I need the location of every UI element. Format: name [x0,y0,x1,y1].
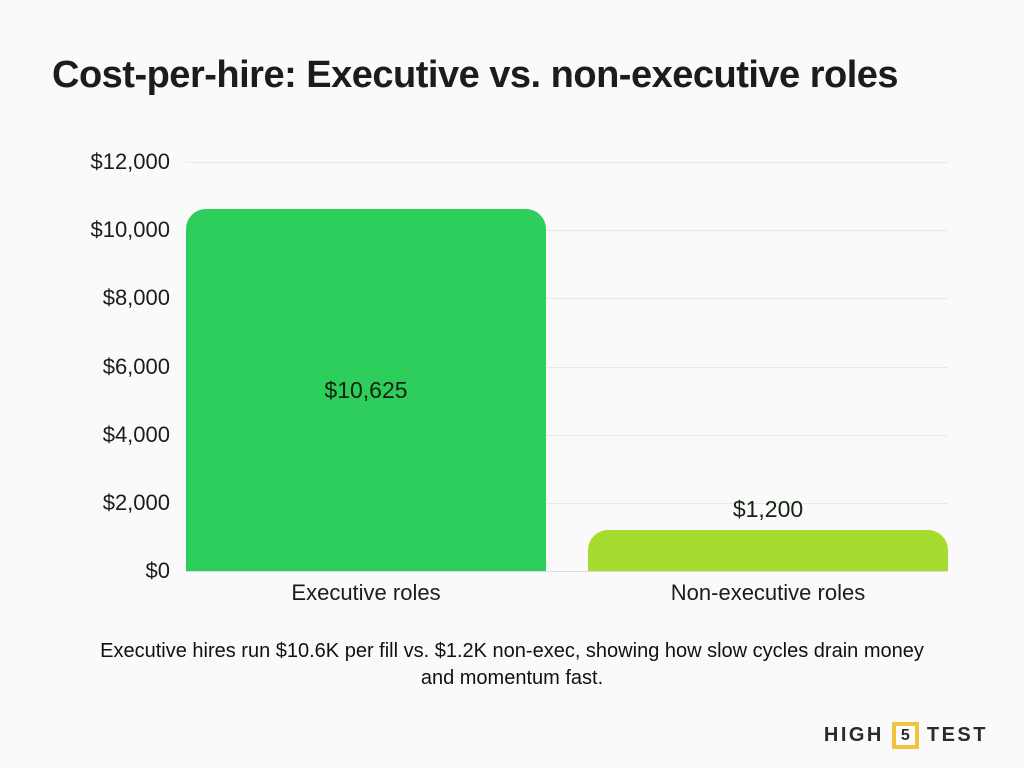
gridline-0 [186,571,948,572]
chart-caption: Executive hires run $10.6K per fill vs. … [0,638,1024,692]
chart-title: Cost-per-hire: Executive vs. non-executi… [52,54,899,96]
gridline-12000 [186,162,948,163]
y-tick-label-8000: $8,000 [102,285,170,311]
chart-caption-text: Executive hires run $10.6K per fill vs. … [100,640,924,689]
logo-word-high: HIGH [823,724,884,746]
y-tick-label-4000: $4,000 [102,421,170,447]
gridline-8000 [186,298,948,300]
gridline-2000 [186,502,948,504]
logo-five-box: 5 [891,722,919,749]
gridline-6000 [186,366,948,368]
logo-word-test: TEST [926,724,988,746]
category-label-1: Non-executive roles [670,580,866,605]
y-tick-label-12000: $12,000 [90,149,170,174]
category-label-0: Executive roles [291,580,441,605]
gridline-4000 [186,434,948,436]
y-tick-label-0: $0 [145,558,170,583]
value-label-1: $1,200 [732,496,804,523]
y-tick-label-10000: $10,000 [90,217,170,243]
bar-executive-roles [186,208,546,571]
gridline-10000 [186,230,948,232]
y-tick-label-2000: $2,000 [102,489,170,515]
y-tick-label-6000: $6,000 [102,353,170,379]
high5test-logo: HIGH 5 TEST [824,722,988,749]
value-label-0: $10,625 [324,376,408,403]
bar-non-executive-roles [588,530,948,571]
